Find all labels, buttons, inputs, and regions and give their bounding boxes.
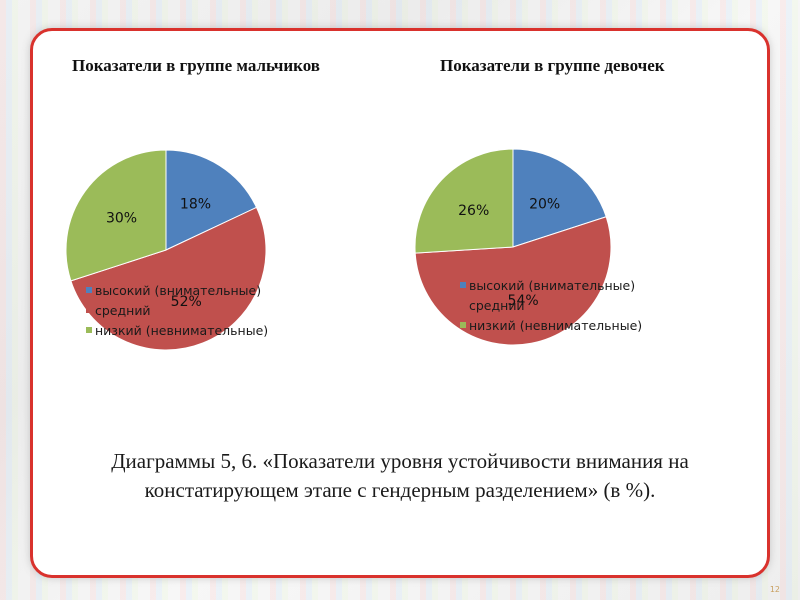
chart-title-girls: Показатели в группе девочек [440,56,665,75]
pie-label-boys-high: 18% [180,197,211,213]
pie-label-girls-high: 20% [529,196,560,212]
pie-slice-boys-low [65,149,167,282]
legend-swatch-boys-medium [86,307,92,313]
pie-label-girls-low: 26% [458,203,489,219]
legend-swatch-girls-high [460,282,466,288]
legend-label-girls-high: высокий (внимательные) [469,278,635,293]
legend-label-girls-low: низкий (невнимательные) [469,318,642,333]
pie-label-boys-medium: 52% [171,294,202,310]
pie-label-girls-medium: 54% [508,293,539,309]
slide-caption: Диаграммы 5, 6. «Показатели уровня устой… [111,449,689,502]
legend-label-boys-low: низкий (невнимательные) [95,323,268,338]
legend-swatch-boys-low [86,327,92,333]
legend-label-boys-medium: средний [95,303,151,318]
legend-swatch-boys-high [86,287,92,293]
pie-slice-girls-low [414,148,514,254]
pie-slice-girls-high [512,148,607,248]
legend-swatch-girls-low [460,322,466,328]
legend-label-boys-high: высокий (внимательные) [95,283,261,298]
pie-slice-girls-medium [414,216,612,346]
legend-label-girls-medium: средний [469,298,525,313]
pie-slice-boys-high [165,149,258,251]
pie-slice-boys-medium [70,206,267,351]
page-number: 12 [769,585,780,594]
chart-title-boys: Показатели в группе мальчиков [72,56,320,75]
legend-swatch-girls-medium [460,302,466,308]
pie-label-boys-low: 30% [106,211,137,227]
